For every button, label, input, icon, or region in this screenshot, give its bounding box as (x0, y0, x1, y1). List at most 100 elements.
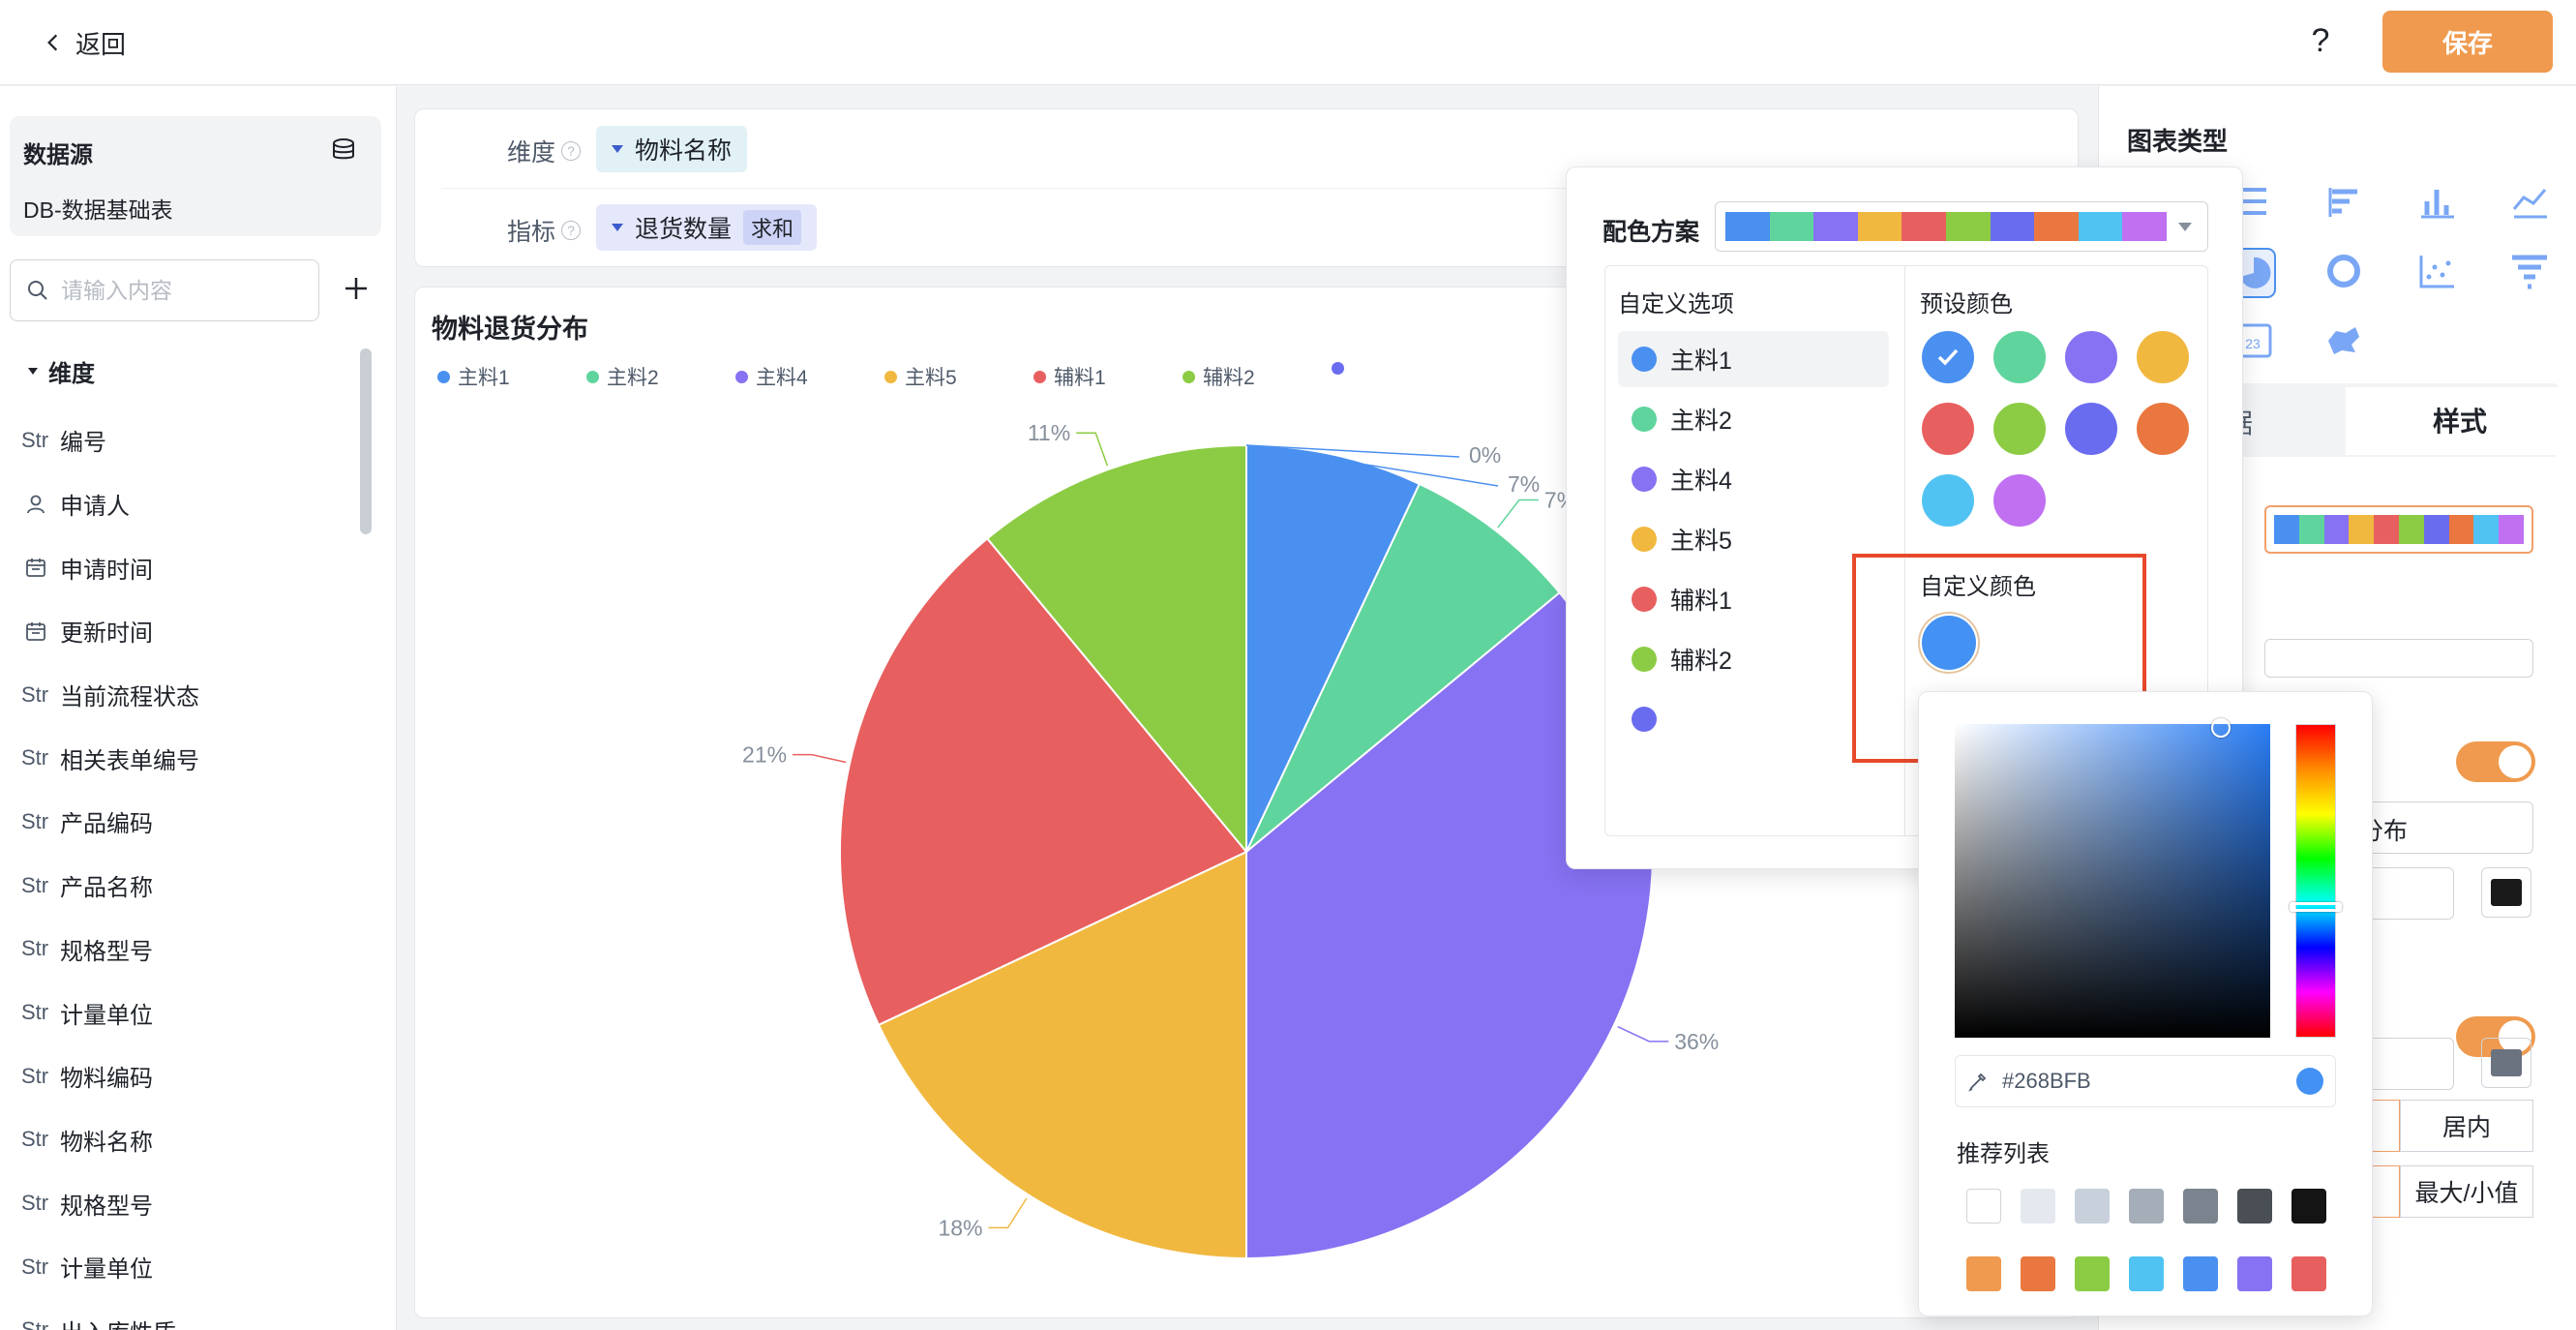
recommend-color-swatch[interactable] (2075, 1256, 2110, 1291)
tab-style[interactable]: 样式 (2346, 387, 2574, 455)
color-option-item[interactable]: 主料2 (1618, 391, 1889, 447)
scheme-color-segment (1769, 212, 1814, 241)
preset-color-swatch[interactable] (2065, 331, 2117, 383)
color-option-item[interactable]: 主料1 (1618, 331, 1889, 387)
scatter-chart-icon[interactable] (2415, 250, 2458, 292)
search-input[interactable] (61, 277, 293, 304)
option-label: 主料4 (1670, 468, 1732, 495)
field-item[interactable]: 申请人 (21, 472, 350, 536)
color-option-item[interactable]: 主料4 (1618, 451, 1889, 507)
preset-color-swatch[interactable] (1993, 331, 2046, 383)
map-chart-icon[interactable] (2322, 319, 2365, 362)
save-button[interactable]: 保存 (2382, 11, 2553, 73)
field-item[interactable]: 申请时间 (21, 535, 350, 599)
preset-color-swatch[interactable] (1922, 474, 1974, 527)
indicator-chip[interactable]: 退货数量 求和 (596, 204, 818, 251)
preset-color-swatch[interactable] (2065, 403, 2117, 455)
recommend-color-swatch[interactable] (2021, 1189, 2055, 1224)
hue-handle[interactable] (2290, 902, 2342, 912)
help-circle-icon[interactable]: ? (561, 141, 582, 161)
preset-color-swatch[interactable] (2137, 403, 2189, 455)
color-option-item[interactable]: 主料5 (1618, 511, 1889, 567)
color-option-item[interactable]: 辅料1 (1618, 571, 1889, 627)
legend-item[interactable]: 主料2 (586, 362, 659, 391)
recommend-color-swatch[interactable] (1966, 1189, 2001, 1224)
bar-horizontal-icon[interactable] (2232, 180, 2274, 223)
field-item[interactable]: Str 出入库性质 (21, 1299, 350, 1330)
recommend-color-swatch[interactable] (1966, 1256, 2001, 1291)
field-item[interactable]: Str 产品名称 (21, 854, 350, 918)
preset-color-swatch[interactable] (1922, 403, 1974, 455)
pie-slice[interactable] (1245, 482, 1562, 853)
field-item[interactable]: 更新时间 (21, 599, 350, 663)
saturation-handle[interactable] (2211, 718, 2231, 738)
show-title-toggle[interactable] (2456, 741, 2535, 782)
dimension-chip[interactable]: 物料名称 (596, 126, 748, 172)
preset-color-swatch[interactable] (1922, 331, 1974, 383)
aggregation-badge[interactable]: 求和 (743, 210, 802, 245)
style-input[interactable] (2264, 639, 2533, 678)
legend-item[interactable] (1332, 362, 1352, 375)
color-option-item[interactable]: 辅料2 (1618, 631, 1889, 687)
field-item[interactable]: Str 产品编码 (21, 790, 350, 854)
recommend-color-swatch[interactable] (2291, 1256, 2326, 1291)
line-chart-icon[interactable] (2508, 180, 2551, 223)
legend-item[interactable]: 辅料1 (1033, 362, 1106, 391)
bar-sorted-icon[interactable] (2322, 180, 2365, 223)
field-list-scrollbar[interactable] (360, 348, 372, 534)
recommend-color-swatch[interactable] (2183, 1256, 2218, 1291)
recommend-color-swatch[interactable] (2237, 1189, 2272, 1224)
title-color-swatch[interactable] (2481, 867, 2531, 918)
field-item[interactable]: Str 规格型号 (21, 918, 350, 982)
field-item[interactable]: Str 当前流程状态 (21, 663, 350, 727)
pie-slice[interactable] (985, 443, 1247, 855)
donut-chart-icon[interactable] (2322, 250, 2365, 292)
pie-slice[interactable] (877, 850, 1247, 1260)
field-item[interactable]: Str 物料编码 (21, 1044, 350, 1108)
scheme-color-segment (2122, 212, 2167, 241)
preset-color-swatch[interactable] (1993, 403, 2046, 455)
label-minmax-option[interactable]: 最大/小值 (2400, 1165, 2533, 1218)
hue-slider[interactable] (2295, 724, 2336, 1038)
color-option-item[interactable] (1618, 691, 1889, 747)
datasource-card[interactable] (10, 116, 381, 236)
field-item[interactable]: Str 相关表单编号 (21, 726, 350, 790)
help-icon[interactable]: ? (2311, 21, 2330, 59)
label-inside-option[interactable]: 居内 (2400, 1100, 2533, 1152)
saturation-panel[interactable] (1955, 724, 2270, 1038)
dimension-group-header[interactable]: 维度 (27, 354, 95, 388)
funnel-chart-icon[interactable] (2508, 250, 2551, 292)
pie-chart-type-icon[interactable] (2232, 248, 2276, 298)
database-icon[interactable] (329, 136, 358, 165)
legend-item[interactable]: 主料1 (437, 362, 510, 391)
custom-color-swatch[interactable] (1918, 612, 1980, 674)
recommend-color-swatch[interactable] (2237, 1256, 2272, 1291)
color-scheme-select[interactable] (1715, 201, 2208, 252)
recommend-color-swatch[interactable] (2129, 1189, 2164, 1224)
legend-item[interactable]: 主料4 (735, 362, 808, 391)
preset-color-swatch[interactable] (1993, 474, 2046, 527)
recommend-color-swatch[interactable] (2183, 1189, 2218, 1224)
legend-item[interactable]: 主料5 (884, 362, 957, 391)
add-field-button[interactable] (339, 271, 374, 306)
recommend-color-swatch[interactable] (2075, 1189, 2110, 1224)
preset-color-swatch[interactable] (2137, 331, 2189, 383)
hex-input[interactable] (2002, 1069, 2283, 1094)
label-color-swatch[interactable] (2481, 1038, 2531, 1088)
field-item[interactable]: Str 规格型号 (21, 1171, 350, 1235)
recommend-color-swatch[interactable] (2291, 1189, 2326, 1224)
color-scheme-preview[interactable] (2264, 505, 2533, 554)
field-item[interactable]: Str 计量单位 (21, 981, 350, 1044)
bar-chart-icon[interactable] (2415, 180, 2458, 223)
eyedropper-icon[interactable] (1967, 1071, 1989, 1092)
back-button[interactable]: 返回 (43, 21, 126, 64)
field-item[interactable]: Str 计量单位 (21, 1235, 350, 1299)
legend-item[interactable]: 辅料2 (1183, 362, 1255, 391)
recommend-color-swatch[interactable] (2021, 1256, 2055, 1291)
pie-slice[interactable] (839, 536, 1248, 1027)
help-circle-icon[interactable]: ? (561, 221, 582, 240)
field-item[interactable]: Str 物料名称 (21, 1108, 350, 1172)
field-search[interactable] (10, 259, 319, 321)
recommend-color-swatch[interactable] (2129, 1256, 2164, 1291)
field-item[interactable]: Str 编号 (21, 408, 350, 472)
